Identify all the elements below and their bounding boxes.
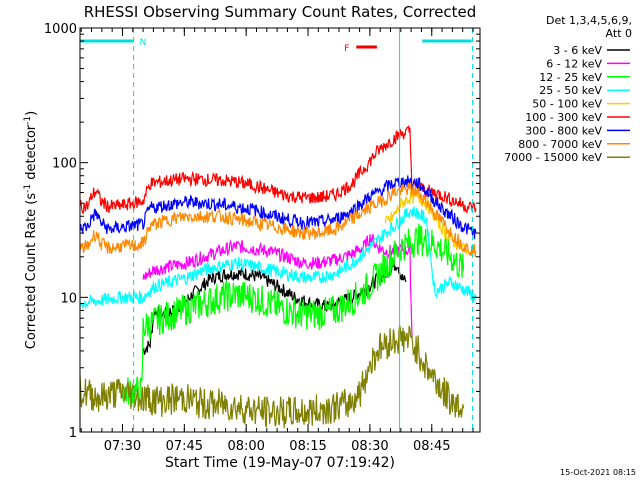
series-line <box>121 223 465 408</box>
legend-label: 7000 - 15000 keV <box>504 151 602 164</box>
series-line <box>80 182 477 257</box>
legend-label: 25 - 50 keV <box>539 84 602 97</box>
x-tick-label: 08:00 <box>227 439 264 454</box>
legend-header: Att 0 <box>606 27 632 40</box>
legend-label: 3 - 6 keV <box>553 44 602 57</box>
legend-label: 12 - 25 keV <box>539 71 602 84</box>
chart-title: RHESSI Observing Summary Count Rates, Co… <box>84 3 477 21</box>
flag-label: F <box>344 44 349 54</box>
x-tick-label: 08:45 <box>413 439 450 454</box>
y-tick-label: 1000 <box>44 22 77 37</box>
y-tick-label: 1 <box>69 426 77 441</box>
x-tick-label: 08:15 <box>289 439 326 454</box>
plot-frame <box>79 27 481 433</box>
series-line <box>80 206 477 309</box>
x-tick-label: 07:45 <box>166 439 203 454</box>
footer-timestamp: 15-Oct-2021 08:15 <box>560 468 636 477</box>
plot-area <box>80 125 477 429</box>
y-tick-label: 100 <box>52 157 77 172</box>
series-line <box>80 175 477 240</box>
legend-header: Det 1,3,4,5,6,9, <box>546 14 632 27</box>
y-tick-label: 10 <box>60 291 77 306</box>
series-line <box>384 190 469 255</box>
x-tick-label: 07:30 <box>104 439 141 454</box>
legend-label: 100 - 300 keV <box>525 111 602 124</box>
legend-label: 6 - 12 keV <box>546 57 602 70</box>
y-axis-label: Corrected Count Rate (s-1 detector-1) <box>23 111 39 349</box>
flag-label: N <box>140 38 147 48</box>
legend-label: 300 - 800 keV <box>525 124 602 137</box>
series-line <box>142 233 413 338</box>
legend-label: 800 - 7000 keV <box>518 138 602 151</box>
legend-label: 50 - 100 keV <box>532 98 602 111</box>
x-tick-label: 08:30 <box>351 439 388 454</box>
x-axis-label: Start Time (19-May-07 07:19:42) <box>165 455 395 471</box>
series-line <box>80 125 477 214</box>
